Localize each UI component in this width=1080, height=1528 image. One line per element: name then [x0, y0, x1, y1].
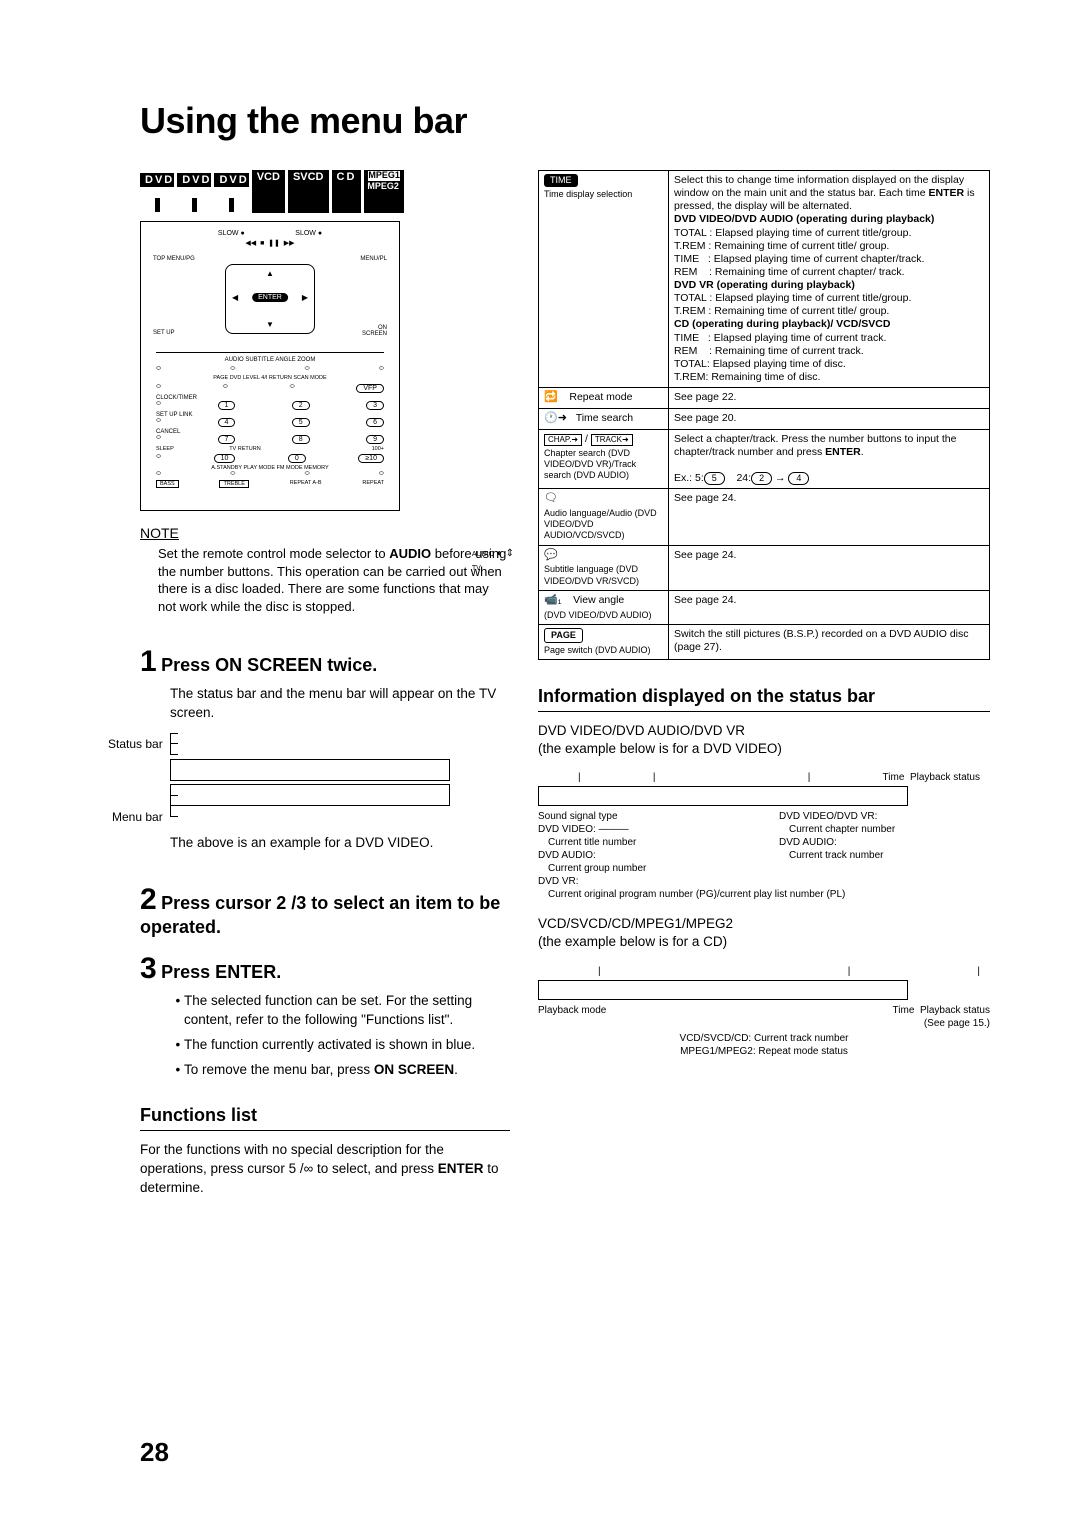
time-button: TIME — [544, 174, 578, 187]
chap-button: CHAP.➜ — [544, 434, 582, 446]
step-3: 3 Press ENTER. The selected function can… — [140, 952, 510, 1080]
track-button: TRACK➜ — [591, 434, 633, 446]
angle-icon: 📹₁ — [544, 594, 561, 606]
right-column: TIME Time display selection Select this … — [538, 170, 990, 1198]
left-column: DVDVIDEO DVDAUDIO DVDVR VCD SVCD CD MPEG… — [140, 170, 510, 1198]
status-diagram-2: ||| Playback mode Time Playback status (… — [538, 965, 990, 1058]
page-number: 28 — [140, 1437, 169, 1468]
badge-svcd: SVCD — [288, 170, 329, 213]
subtitle-icon: 💬 — [544, 549, 558, 561]
note-label: NOTE — [140, 525, 510, 541]
functions-list-head: Functions list — [140, 1105, 510, 1131]
page-title: Using the menu bar — [140, 100, 990, 142]
format-badges: DVDVIDEO DVDAUDIO DVDVR VCD SVCD CD MPEG… — [140, 170, 510, 213]
badge-vcd: VCD — [252, 170, 285, 213]
remote-diagram: SLOW ● SLOW ● ◀◀ ■ ❚❚ ▶▶ TOP MENU/PG MEN… — [140, 221, 400, 511]
timesearch-icon: 🕐➜ — [544, 412, 567, 424]
badge-cd: CD — [332, 170, 362, 213]
status-bar-head: Information displayed on the status bar — [538, 686, 990, 712]
badge-mpeg: MPEG1MPEG2 — [364, 170, 404, 213]
enter-button: ENTER — [252, 293, 288, 302]
status-diagram-1: ||| Time Playback status Sound signal ty… — [538, 771, 990, 901]
page-button: PAGE — [544, 628, 583, 643]
step-2: 2 Press cursor 2 /3 to select an item to… — [140, 883, 510, 938]
note-body: Set the remote control mode selector to … — [158, 545, 510, 615]
functions-list-body: For the functions with no special descri… — [140, 1141, 510, 1198]
bullet: To remove the menu bar, press ON SCREEN. — [184, 1061, 510, 1080]
bullet: The function currently activated is show… — [184, 1036, 510, 1055]
functions-table: TIME Time display selection Select this … — [538, 170, 990, 660]
bullet: The selected function can be set. For th… — [184, 992, 510, 1030]
status-line2: VCD/SVCD/CD/MPEG1/MPEG2 (the example bel… — [538, 915, 990, 950]
repeat-icon: 🔁 — [544, 391, 558, 403]
step-1: 1 Press ON SCREEN twice. The status bar … — [140, 645, 510, 853]
audio-icon: 🗨 — [544, 492, 558, 504]
status-line1: DVD VIDEO/DVD AUDIO/DVD VR (the example … — [538, 722, 990, 757]
